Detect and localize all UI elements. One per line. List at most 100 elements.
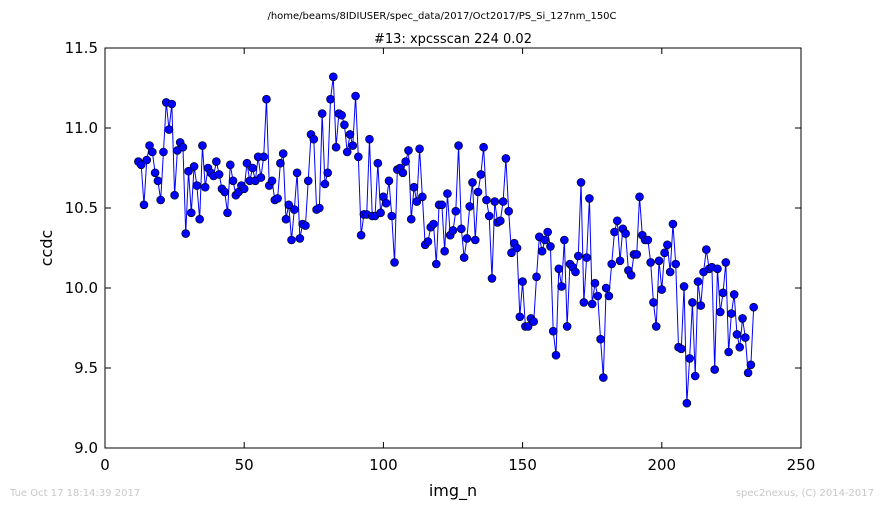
- data-point: [671, 259, 681, 269]
- data-point: [498, 197, 508, 206]
- data-point: [676, 344, 686, 354]
- data-point: [523, 322, 533, 331]
- data-point: [376, 208, 385, 218]
- data-point: [351, 91, 360, 101]
- data-point: [214, 170, 224, 179]
- data-point: [459, 253, 469, 262]
- data-point: [560, 235, 569, 245]
- data-point: [356, 230, 366, 240]
- data-point: [599, 373, 608, 382]
- data-point: [345, 130, 355, 139]
- data-point: [729, 290, 739, 299]
- data-point: [153, 176, 163, 186]
- data-point: [571, 267, 580, 277]
- data-point: [715, 307, 725, 317]
- data-point: [457, 224, 466, 234]
- data-point: [548, 326, 558, 336]
- y-tick-label: 9.5: [74, 359, 98, 377]
- data-point: [490, 197, 500, 206]
- data-point: [554, 264, 564, 274]
- data-point: [696, 301, 706, 310]
- data-point: [170, 190, 179, 200]
- data-point: [317, 109, 327, 118]
- data-point: [713, 264, 722, 274]
- data-point: [562, 322, 572, 331]
- data-point: [276, 158, 285, 168]
- data-point: [200, 182, 210, 192]
- data-point: [423, 237, 433, 246]
- data-point: [479, 142, 488, 152]
- data-point: [465, 202, 475, 211]
- data-point: [225, 160, 235, 170]
- data-point: [239, 184, 249, 194]
- data-point: [167, 99, 177, 109]
- data-point: [178, 142, 188, 152]
- data-point: [337, 110, 346, 120]
- data-point: [685, 354, 694, 363]
- data-point: [301, 221, 310, 230]
- data-point: [320, 179, 330, 189]
- data-point: [540, 235, 550, 245]
- data-point: [184, 166, 193, 176]
- data-point: [223, 208, 232, 218]
- data-point: [409, 182, 419, 192]
- data-point: [156, 195, 165, 205]
- data-point: [507, 248, 516, 258]
- data-point: [148, 147, 157, 157]
- data-point: [710, 365, 720, 374]
- data-point: [626, 270, 636, 280]
- plot-frame: [104, 47, 802, 449]
- footer-timestamp: Tue Oct 17 18:14:39 2017: [10, 488, 141, 499]
- data-point: [437, 200, 447, 210]
- data-point: [259, 152, 268, 162]
- y-tick-label: 10.5: [65, 199, 98, 217]
- data-point: [448, 226, 458, 235]
- data-point: [295, 234, 305, 243]
- data-point: [649, 298, 658, 307]
- data-point: [651, 322, 661, 331]
- data-point: [290, 205, 299, 214]
- data-point: [518, 277, 527, 286]
- data-point: [688, 298, 697, 307]
- data-point: [284, 200, 294, 210]
- data-point: [387, 211, 397, 221]
- data-point: [741, 333, 750, 342]
- data-point: [504, 206, 513, 216]
- data-point: [738, 314, 747, 323]
- data-point: [431, 259, 441, 269]
- footer-credit: spec2nexus, (C) 2014-2017: [735, 488, 874, 499]
- data-point: [596, 334, 605, 344]
- data-point: [484, 211, 494, 221]
- chart-suptitle: /home/beams/8IDIUSER/spec_data/2017/Oct2…: [267, 11, 616, 22]
- y-tick-label: 11.0: [65, 119, 98, 137]
- data-point: [187, 208, 196, 218]
- data-point: [546, 242, 555, 251]
- data-point: [501, 154, 511, 163]
- data-point: [610, 227, 619, 237]
- data-point: [646, 258, 655, 267]
- data-point: [348, 141, 358, 150]
- data-point: [136, 160, 146, 170]
- data-point: [482, 195, 491, 205]
- series-line: [138, 76, 755, 404]
- data-point: [621, 229, 630, 238]
- data-point: [727, 309, 736, 318]
- y-tick-label: 10.0: [65, 279, 98, 297]
- data-point: [551, 350, 561, 360]
- data-point: [142, 155, 152, 165]
- data-point: [496, 216, 505, 226]
- data-point: [418, 192, 427, 202]
- data-point: [340, 120, 349, 130]
- data-point: [262, 94, 271, 104]
- y-axis: 9.0 9.5 10.0 10.5 11.0 11.5: [65, 39, 801, 457]
- data-point: [303, 176, 313, 186]
- data-point: [404, 146, 413, 155]
- data-point: [150, 168, 160, 178]
- data-point: [443, 189, 452, 198]
- data-point: [573, 251, 583, 261]
- data-point: [323, 168, 333, 178]
- y-tick-label: 9.0: [74, 439, 98, 457]
- data-point: [582, 253, 591, 262]
- data-point: [309, 134, 319, 144]
- x-tick-label: 50: [235, 456, 254, 474]
